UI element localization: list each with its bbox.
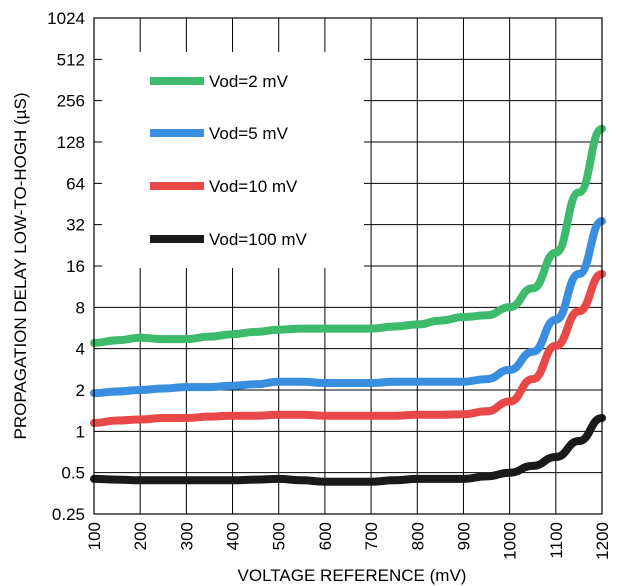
x-tick-label: 1200 (593, 522, 612, 560)
y-tick-label: 512 (57, 50, 85, 69)
y-tick-label: 128 (57, 133, 85, 152)
y-tick-label: 1 (76, 422, 85, 441)
legend-label: Vod=2 mV (209, 72, 289, 91)
x-tick-label: 1000 (501, 522, 520, 560)
y-tick-label: 2 (76, 381, 85, 400)
x-tick-label: 700 (362, 522, 381, 550)
series-line-3 (90, 270, 606, 427)
legend-box (102, 52, 364, 268)
y-tick-label: 32 (66, 216, 85, 235)
x-tick-label: 300 (177, 522, 196, 550)
x-tick-label: 200 (131, 522, 150, 550)
legend: Vod=2 mV Vod=5 mV Vod=10 mV Vod=100 mV (150, 72, 307, 249)
x-axis-title: VOLTAGE REFERENCE (mV) (238, 566, 467, 585)
plot-frame (93, 17, 603, 515)
x-tick-label: 900 (454, 522, 473, 550)
y-tick-label: 8 (76, 298, 85, 317)
legend-label: Vod=100 mV (209, 230, 307, 249)
y-tick-label: 64 (66, 174, 85, 193)
series-layer (90, 124, 606, 486)
y-tick-label: 0.25 (52, 505, 85, 524)
y-tick-label: 16 (66, 257, 85, 276)
x-tick-label: 600 (316, 522, 335, 550)
legend-label: Vod=5 mV (209, 124, 289, 143)
x-tick-label: 1100 (547, 522, 566, 559)
x-tick-label: 100 (85, 522, 104, 550)
y-axis-title: PROPAGATION DELAY LOW-TO-HOGH (µS) (11, 92, 30, 439)
y-tick-label: 4 (76, 340, 85, 359)
x-tick-label: 500 (270, 522, 289, 550)
series-line-1 (90, 124, 606, 347)
series-line-2 (90, 217, 606, 398)
y-tick-label: 0.5 (61, 464, 85, 483)
x-tick-label: 400 (224, 522, 243, 550)
tick-labels: 0.25 0.5 1 2 4 8 16 32 64 128 256 512 1024 100 200 300 4… (47, 9, 612, 560)
legend-label: Vod=10 mV (209, 177, 298, 196)
y-tick-label: 256 (57, 92, 85, 111)
y-tick-label: 1024 (47, 9, 85, 28)
x-tick-label: 800 (408, 522, 427, 550)
series-line-4 (90, 414, 606, 486)
